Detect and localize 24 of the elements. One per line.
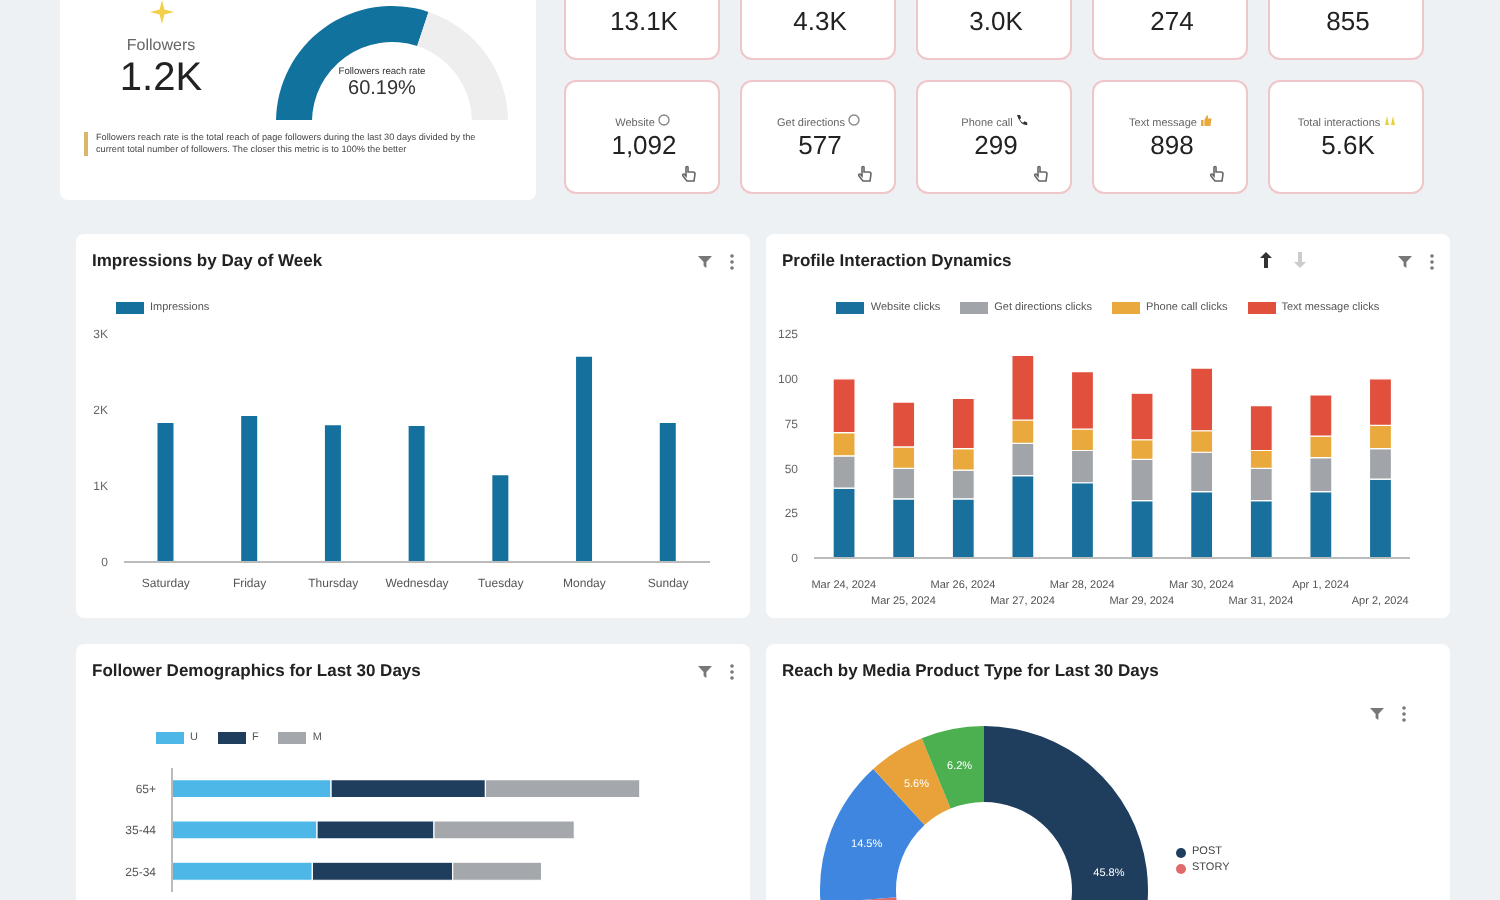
chart-title: Follower Demographics for Last 30 Days: [92, 660, 421, 680]
bar: [241, 416, 258, 562]
bar: [408, 425, 425, 562]
bar: [576, 356, 593, 562]
text: 274: [1150, 6, 1194, 36]
chart-title: Impressions by Day of Week: [92, 250, 323, 270]
text: 898: [1150, 130, 1194, 160]
chart-title: Reach by Media Product Type for Last 30 Days: [782, 660, 1159, 680]
text: 3.0K: [969, 6, 1023, 36]
chart-title: Profile Interaction Dynamics: [782, 250, 1012, 270]
text: 5.6K: [1321, 130, 1375, 160]
data-label: 60.19%: [346, 78, 418, 100]
bar: [157, 422, 174, 562]
bar: [324, 425, 341, 562]
bar: [492, 475, 509, 562]
text: 299: [974, 130, 1018, 160]
text: 4.3K: [793, 6, 847, 36]
category-label: Followers: [124, 36, 198, 54]
bar: [659, 422, 676, 562]
text: 577: [798, 130, 842, 160]
text: 1,092: [611, 130, 677, 160]
text: 1.2K: [119, 56, 203, 100]
text: 855: [1326, 6, 1370, 36]
text: 13.1K: [610, 6, 678, 36]
